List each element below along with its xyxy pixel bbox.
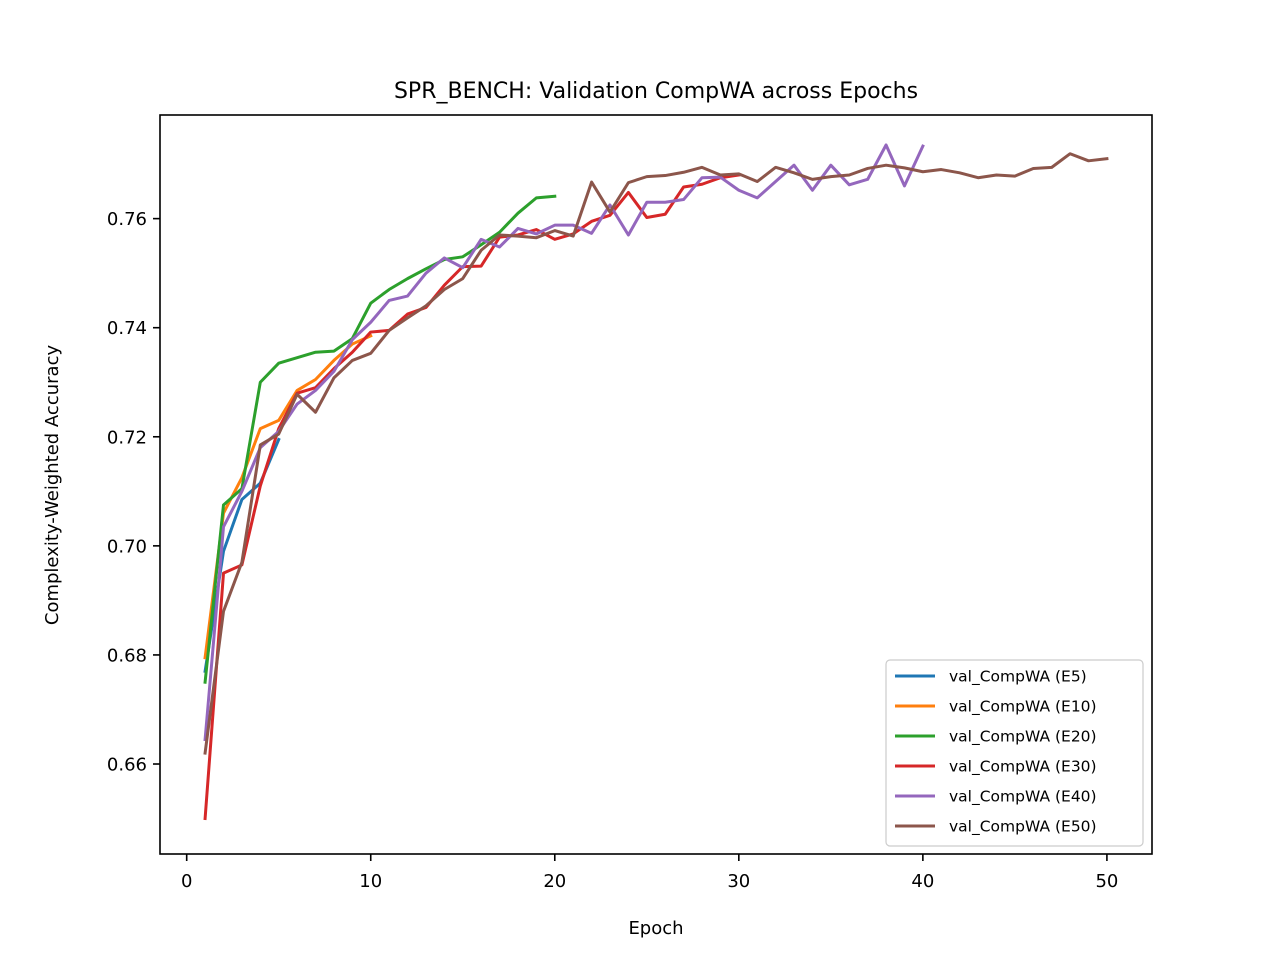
- legend-entry-4: val_CompWA (E40): [949, 788, 1097, 807]
- y-tick-label-3: 0.72: [107, 427, 147, 448]
- y-tick-label-5: 0.76: [107, 209, 147, 230]
- y-tick-label-4: 0.74: [107, 318, 147, 339]
- legend-entry-2: val_CompWA (E20): [949, 728, 1097, 747]
- x-tick-label-1: 10: [359, 871, 382, 892]
- x-axis: 0 10 20 30 40 50: [181, 854, 1118, 892]
- x-tick-label-0: 0: [181, 871, 192, 892]
- y-tick-label-2: 0.70: [107, 536, 147, 557]
- axes-frame: [159, 114, 1153, 855]
- x-tick-label-2: 20: [543, 871, 566, 892]
- legend-box: [885, 659, 1144, 847]
- y-axis-label: Complexity-Weighted Accuracy: [42, 345, 63, 626]
- x-tick-label-4: 40: [911, 871, 934, 892]
- series-line-4: [203, 143, 925, 742]
- x-axis-label: Epoch: [628, 918, 683, 939]
- plot-area: [159, 114, 1153, 855]
- legend-entry-3: val_CompWA (E30): [949, 758, 1097, 777]
- series-line-5: [203, 152, 1109, 755]
- legend-entry-0: val_CompWA (E5): [949, 668, 1087, 687]
- y-tick-label-1: 0.68: [107, 645, 147, 666]
- legend-entry-1: val_CompWA (E10): [949, 698, 1097, 717]
- y-axis: 0.66 0.68 0.70 0.72 0.74 0.76: [107, 209, 160, 776]
- chart-title: SPR_BENCH: Validation CompWA across Epoc…: [394, 79, 918, 104]
- y-tick-label-0: 0.66: [107, 755, 147, 776]
- x-tick-label-3: 30: [727, 871, 750, 892]
- series-line-2: [203, 194, 557, 684]
- legend: val_CompWA (E5) val_CompWA (E10) val_CompW…: [885, 659, 1144, 847]
- x-tick-label-5: 50: [1095, 871, 1118, 892]
- legend-entry-5: val_CompWA (E50): [949, 818, 1097, 837]
